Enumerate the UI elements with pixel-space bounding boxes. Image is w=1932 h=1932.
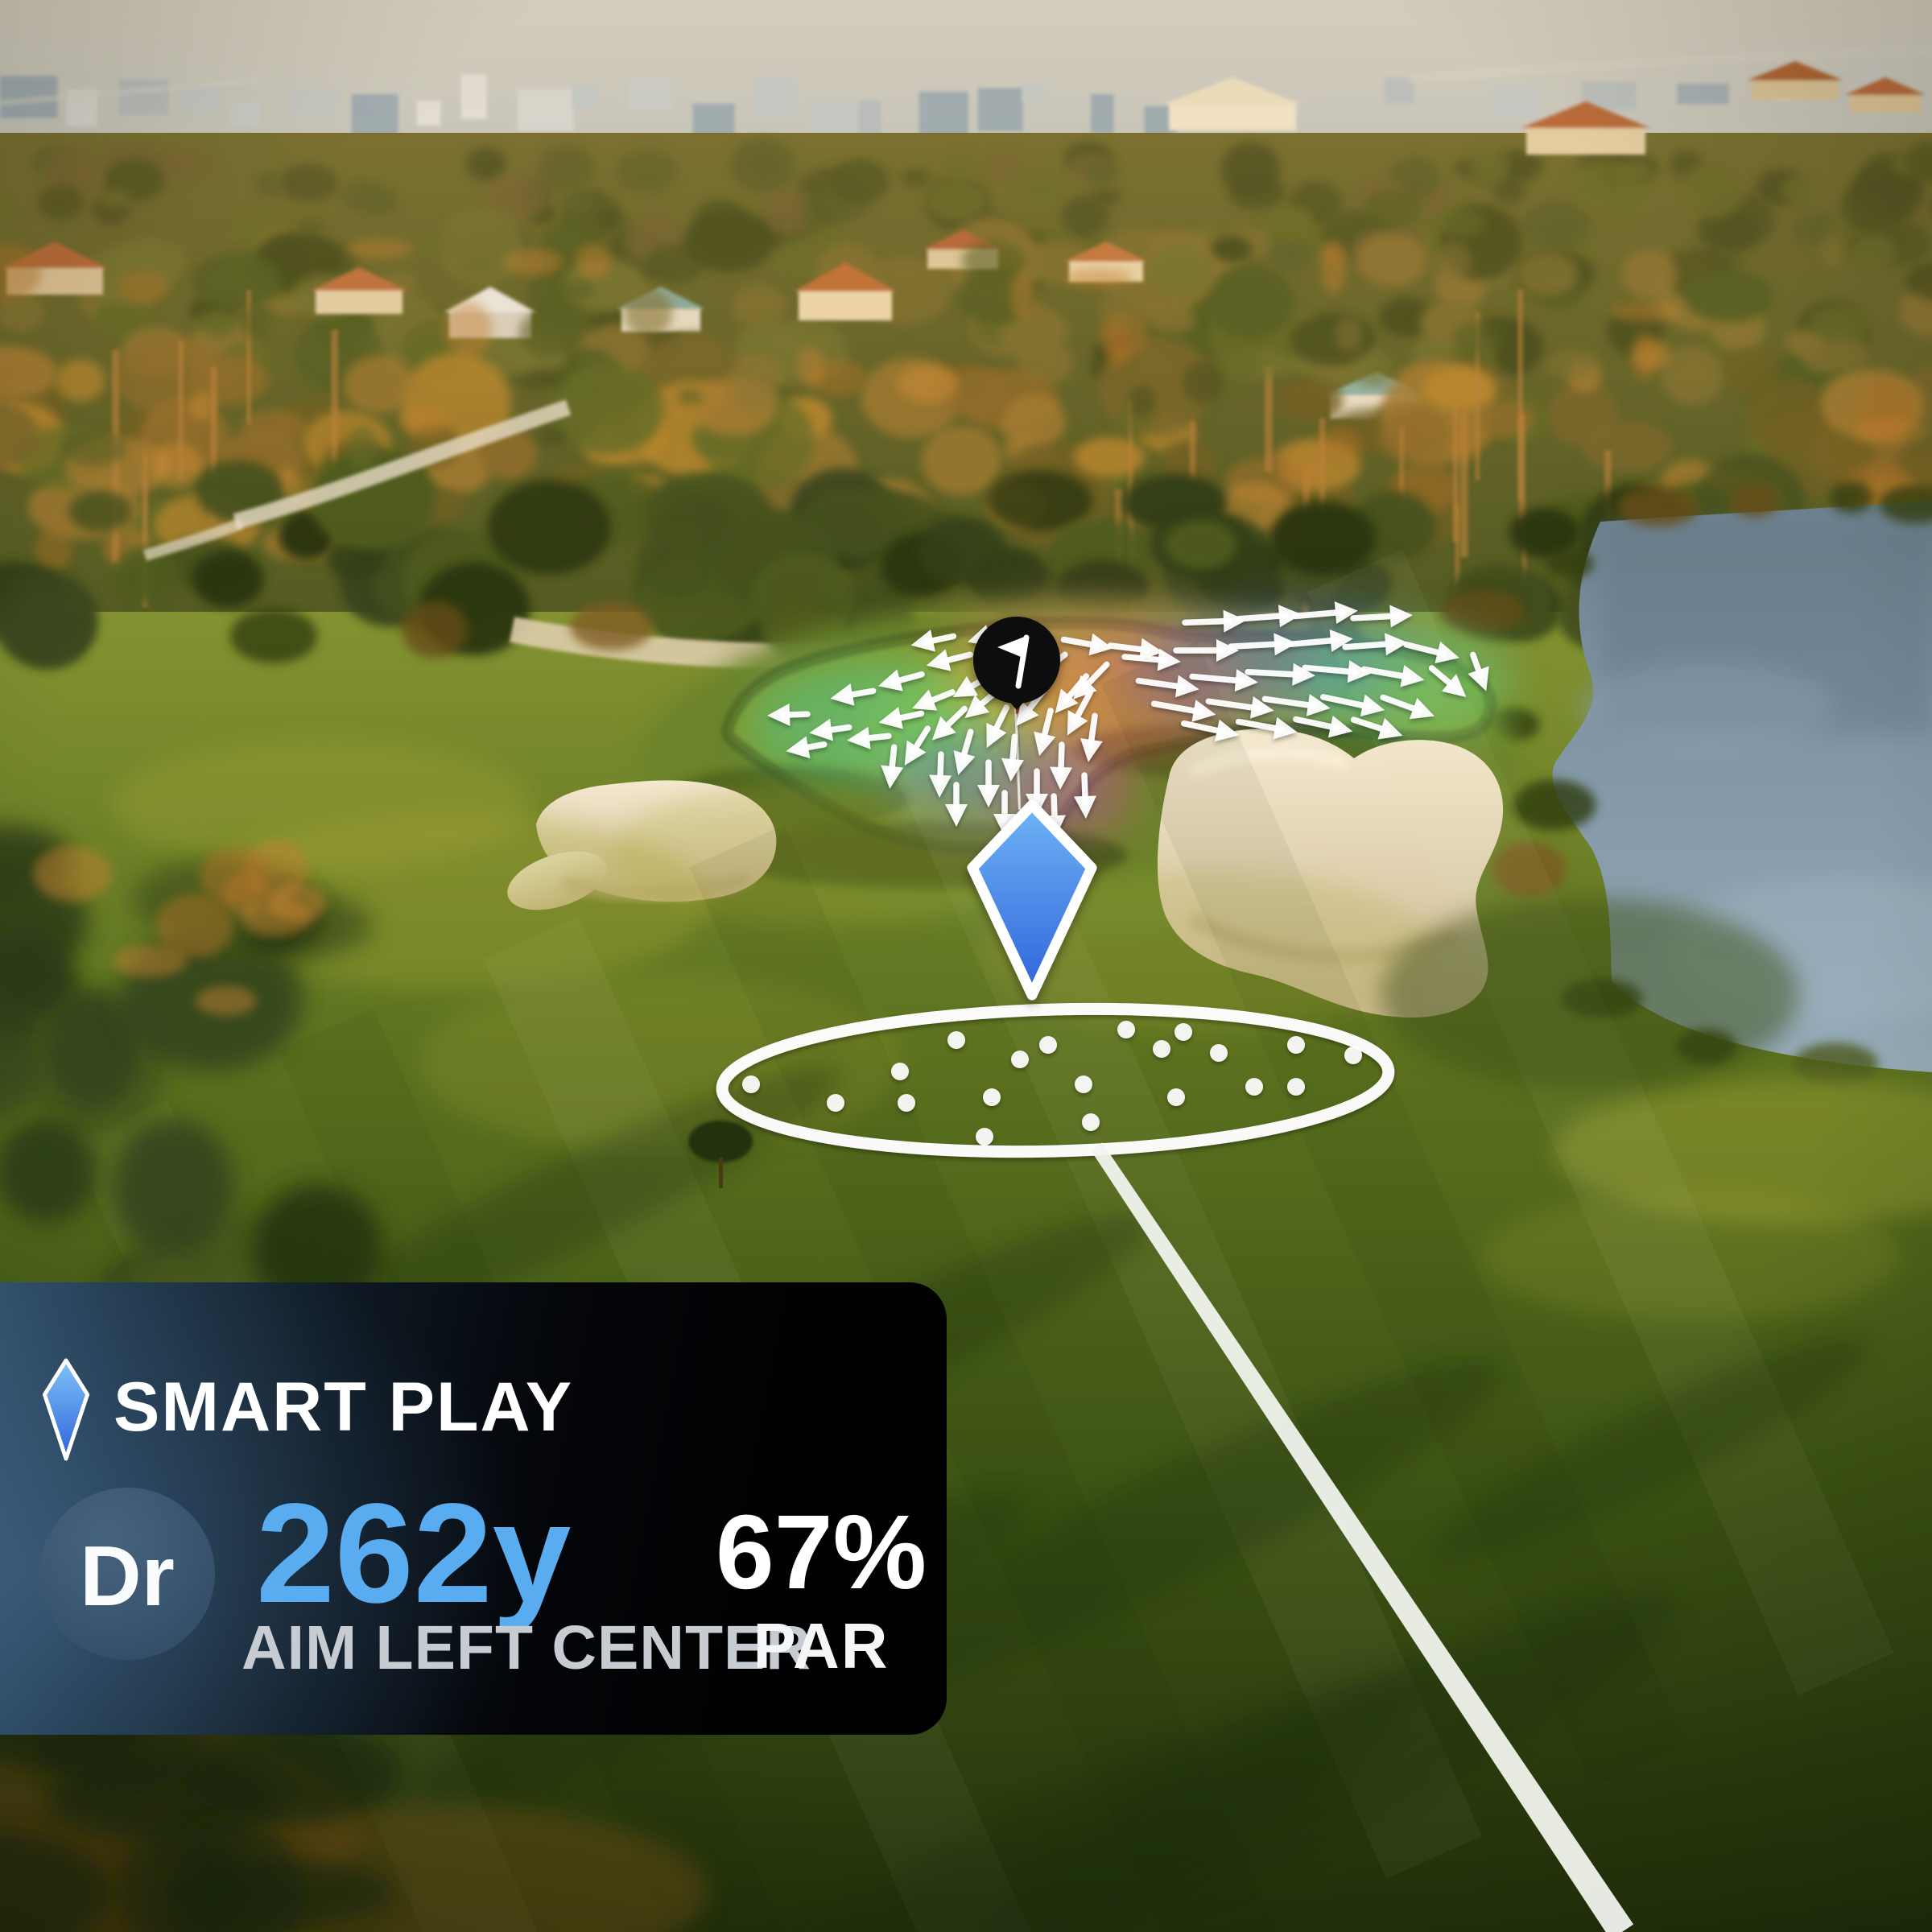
shot-dot xyxy=(742,1075,760,1093)
slope-arrow xyxy=(929,751,952,798)
slope-arrow xyxy=(881,744,904,789)
slope-arrow xyxy=(1380,694,1435,720)
shot-dot xyxy=(1011,1051,1029,1068)
dispersion-ellipse[interactable] xyxy=(716,1001,1395,1160)
shot-dot xyxy=(1344,1046,1362,1064)
slope-arrow xyxy=(1261,693,1331,716)
slope-arrow xyxy=(1293,715,1353,738)
smart-play-target-marker[interactable] xyxy=(967,799,1097,1001)
shot-dot xyxy=(1117,1021,1135,1038)
slope-arrow xyxy=(1150,700,1216,722)
slope-arrow xyxy=(1342,633,1408,656)
slope-arrow xyxy=(1360,664,1425,687)
aim-instruction: AIM LEFT CENTER xyxy=(242,1613,811,1682)
aim-line-group xyxy=(1090,1142,1634,1932)
shot-dot xyxy=(827,1094,844,1112)
slope-arrow xyxy=(1350,716,1403,740)
shot-dot xyxy=(1174,1023,1192,1041)
slope-arrow xyxy=(1073,772,1096,819)
shot-dot xyxy=(1153,1040,1170,1058)
slope-arrow xyxy=(877,669,925,691)
slope-arrow xyxy=(1135,675,1199,698)
shot-dot xyxy=(1287,1036,1305,1054)
slope-arrow xyxy=(910,630,957,652)
slope-arrow xyxy=(1107,638,1163,661)
par-percent-label: PAR xyxy=(753,1610,890,1682)
slope-arrow xyxy=(926,649,973,671)
slope-arrow xyxy=(1284,629,1353,652)
aim-line xyxy=(1090,1142,1634,1932)
slope-arrow xyxy=(904,725,931,766)
shot-dot xyxy=(1210,1044,1228,1062)
club-badge[interactable]: Dr xyxy=(39,1488,215,1660)
slope-arrow xyxy=(1468,651,1489,691)
slope-arrow xyxy=(1060,633,1113,656)
shot-dot xyxy=(891,1063,909,1080)
slope-arrow xyxy=(1302,660,1371,683)
slope-arrow xyxy=(1292,601,1358,624)
slope-arrow xyxy=(830,683,877,706)
shot-dot xyxy=(1082,1113,1100,1131)
slope-arrow xyxy=(1067,689,1093,736)
slope-arrow xyxy=(945,782,968,827)
slope-arrow xyxy=(878,707,925,729)
slope-arrow xyxy=(1182,609,1246,633)
slope-arrow xyxy=(1428,665,1467,697)
slope-arrow xyxy=(1121,648,1181,671)
dispersion-area xyxy=(716,1001,1395,1160)
slope-arrow xyxy=(953,729,976,775)
slope-arrow xyxy=(1181,719,1240,742)
slope-arrow xyxy=(1080,712,1103,762)
slope-arrow xyxy=(1001,733,1024,782)
slope-arrow xyxy=(1189,669,1258,692)
slope-arrow xyxy=(767,703,811,726)
shot-dot xyxy=(1245,1078,1263,1096)
smart-play-icon xyxy=(42,1358,90,1461)
card-title: SMART PLAY xyxy=(114,1368,574,1446)
slope-arrow xyxy=(1350,605,1413,628)
slope-arrow xyxy=(847,726,892,749)
slope-arrow xyxy=(1205,696,1274,719)
slope-arrow xyxy=(977,759,1000,807)
slope-arrow xyxy=(993,790,1016,836)
shot-dot xyxy=(976,1128,993,1146)
kite-icon xyxy=(42,1358,90,1461)
hole-pin-marker[interactable] xyxy=(973,617,1060,710)
slope-arrow xyxy=(1034,708,1056,757)
slope-arrow xyxy=(809,718,852,741)
kite-marker-icon[interactable] xyxy=(967,799,1097,1001)
slope-arrow xyxy=(1235,716,1298,740)
par-percent-value: 67% xyxy=(715,1492,927,1611)
slope-arrow xyxy=(1245,663,1315,686)
shot-dot xyxy=(1075,1075,1092,1093)
smart-play-card: SMART PLAY Dr 262y AIM LEFT CENTER 67% P… xyxy=(0,1282,947,1735)
slope-arrow xyxy=(1055,673,1090,713)
slope-arrow xyxy=(1320,694,1385,716)
slope-arrow xyxy=(786,736,828,759)
slope-arrow xyxy=(1236,605,1302,628)
slope-arrow xyxy=(931,705,968,741)
slope-arrow xyxy=(1050,741,1072,790)
shot-dot xyxy=(1287,1078,1305,1096)
slope-arrow xyxy=(1173,639,1239,662)
recommended-distance: 262y xyxy=(256,1475,572,1633)
shot-dot xyxy=(1167,1088,1185,1106)
shot-dot xyxy=(1039,1036,1057,1054)
club-label: Dr xyxy=(80,1529,175,1624)
slope-arrow xyxy=(986,704,1010,749)
shot-dot xyxy=(898,1094,915,1112)
flag-icon xyxy=(997,634,1030,689)
slope-arrow xyxy=(911,689,956,711)
shot-dot xyxy=(983,1088,1001,1106)
slope-arrow xyxy=(1403,641,1459,664)
shot-dot xyxy=(947,1031,965,1049)
